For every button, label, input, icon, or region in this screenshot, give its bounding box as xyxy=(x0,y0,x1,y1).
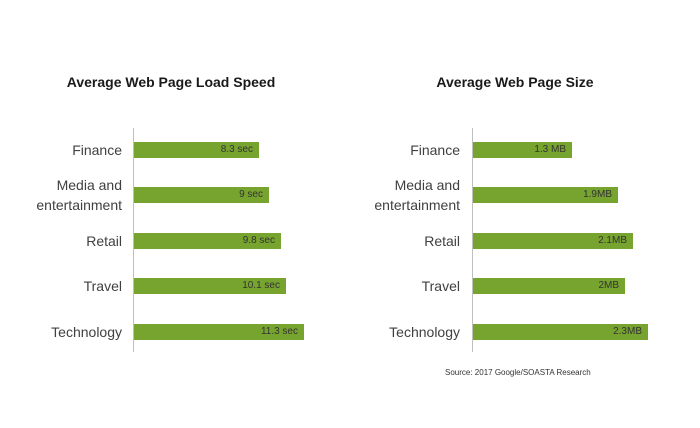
bar-page-size xyxy=(473,233,633,249)
data-label-load-speed: 9 sec xyxy=(239,189,263,200)
category-label-page-size: Travel xyxy=(421,278,460,294)
category-label-page-size: Media and entertainment xyxy=(374,177,460,213)
chart-title-page-size: Average Web Page Size xyxy=(436,74,594,90)
bar-load-speed xyxy=(134,324,304,340)
bar-load-speed xyxy=(134,278,286,294)
category-axis-load-speed xyxy=(133,128,134,352)
bar-page-size xyxy=(473,187,618,203)
category-label-load-speed: Retail xyxy=(86,233,122,249)
bar-page-size xyxy=(473,324,648,340)
category-axis-page-size xyxy=(472,128,473,352)
data-label-load-speed: 8.3 sec xyxy=(220,144,253,155)
data-label-load-speed: 9.8 sec xyxy=(242,235,275,246)
category-label-load-speed: Finance xyxy=(72,142,122,158)
category-label-page-size: Retail xyxy=(424,233,460,249)
category-label-load-speed: Technology xyxy=(51,324,122,340)
data-label-page-size: 2MB xyxy=(598,280,619,291)
category-label-load-speed: Travel xyxy=(83,278,122,294)
data-label-load-speed: 10.1 sec xyxy=(242,280,280,291)
category-label-page-size: Technology xyxy=(389,324,460,340)
data-label-load-speed: 11.3 sec xyxy=(260,326,298,337)
data-label-page-size: 1.3 MB xyxy=(534,144,566,155)
bar-page-size xyxy=(473,142,572,158)
chart-title-load-speed: Average Web Page Load Speed xyxy=(66,74,276,90)
source-note: Source: 2017 Google/SOASTA Research xyxy=(445,368,591,377)
data-label-page-size: 2.1MB xyxy=(598,235,627,246)
bar-load-speed xyxy=(134,187,269,203)
data-label-page-size: 1.9MB xyxy=(583,189,612,200)
data-label-page-size: 2.3MB xyxy=(613,326,642,337)
bar-page-size xyxy=(473,278,625,294)
bar-load-speed xyxy=(134,142,259,158)
category-label-page-size: Finance xyxy=(410,142,460,158)
bar-load-speed xyxy=(134,233,281,249)
category-label-load-speed: Media and entertainment xyxy=(36,177,122,213)
